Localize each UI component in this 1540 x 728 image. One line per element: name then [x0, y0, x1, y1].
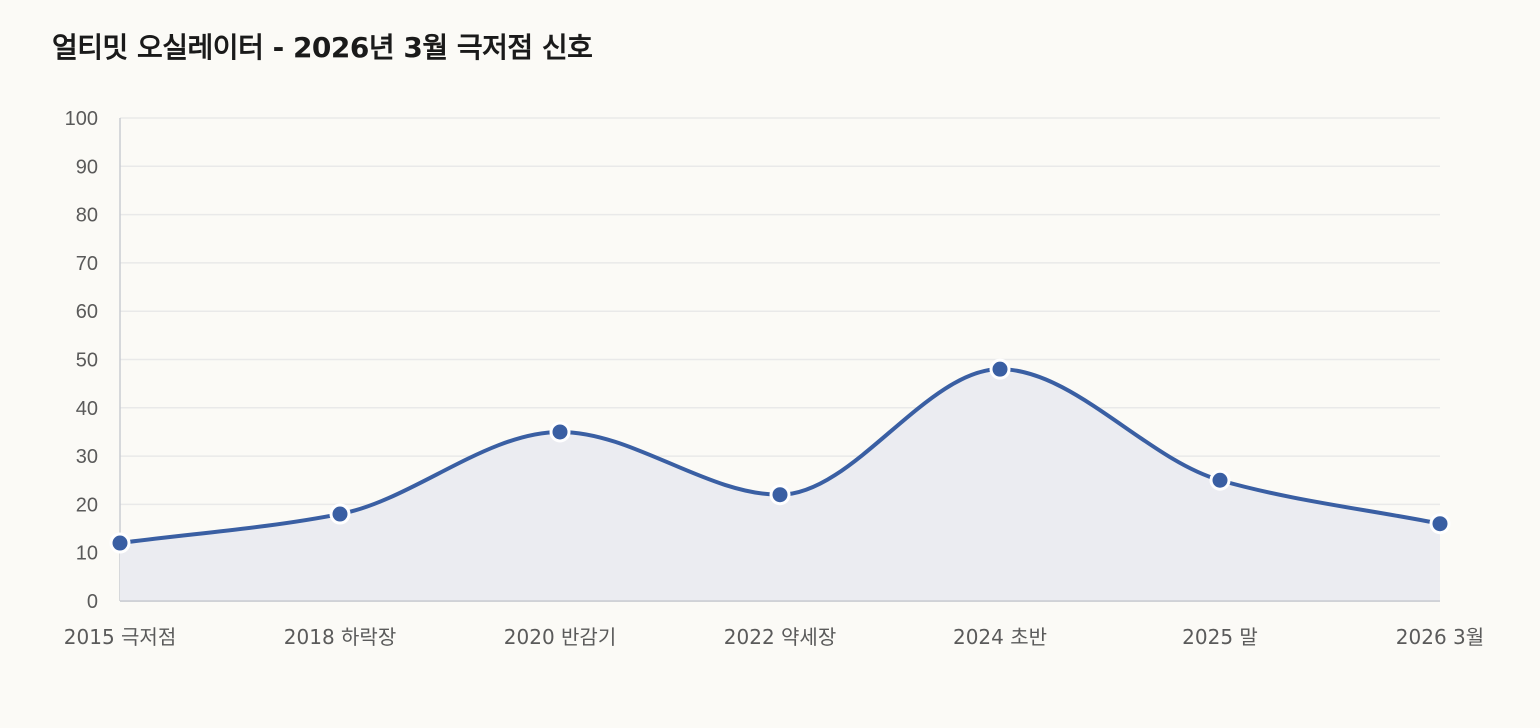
data-point [1429, 513, 1451, 535]
x-tick-label: 2025 말 [1182, 625, 1258, 649]
chart-title: 얼티밋 오실레이터 - 2026년 3월 극저점 신호 [52, 31, 593, 64]
y-tick-label: 100 [65, 108, 98, 130]
x-tick-label: 2026 3월 [1396, 625, 1484, 649]
data-point [109, 532, 131, 554]
x-tick-label: 2020 반감기 [504, 625, 616, 649]
y-tick-label: 90 [76, 156, 98, 178]
x-tick-label: 2018 하락장 [284, 625, 396, 649]
y-tick-label: 40 [76, 398, 98, 420]
data-point [989, 358, 1011, 380]
y-tick-label: 0 [87, 591, 98, 613]
x-tick-label: 2022 약세장 [724, 625, 836, 649]
data-point [329, 503, 351, 525]
y-tick-label: 10 [76, 543, 98, 565]
series-area [120, 369, 1440, 601]
y-tick-label: 50 [76, 350, 98, 372]
y-tick-label: 70 [76, 253, 98, 275]
y-tick-label: 20 [76, 494, 98, 516]
data-point [769, 484, 791, 506]
x-tick-label: 2015 극저점 [64, 625, 176, 649]
x-tick-label: 2024 초반 [953, 625, 1047, 649]
y-tick-label: 80 [76, 205, 98, 227]
y-tick-label: 60 [76, 301, 98, 323]
y-tick-label: 30 [76, 446, 98, 468]
data-point [549, 421, 571, 443]
data-point [1209, 469, 1231, 491]
